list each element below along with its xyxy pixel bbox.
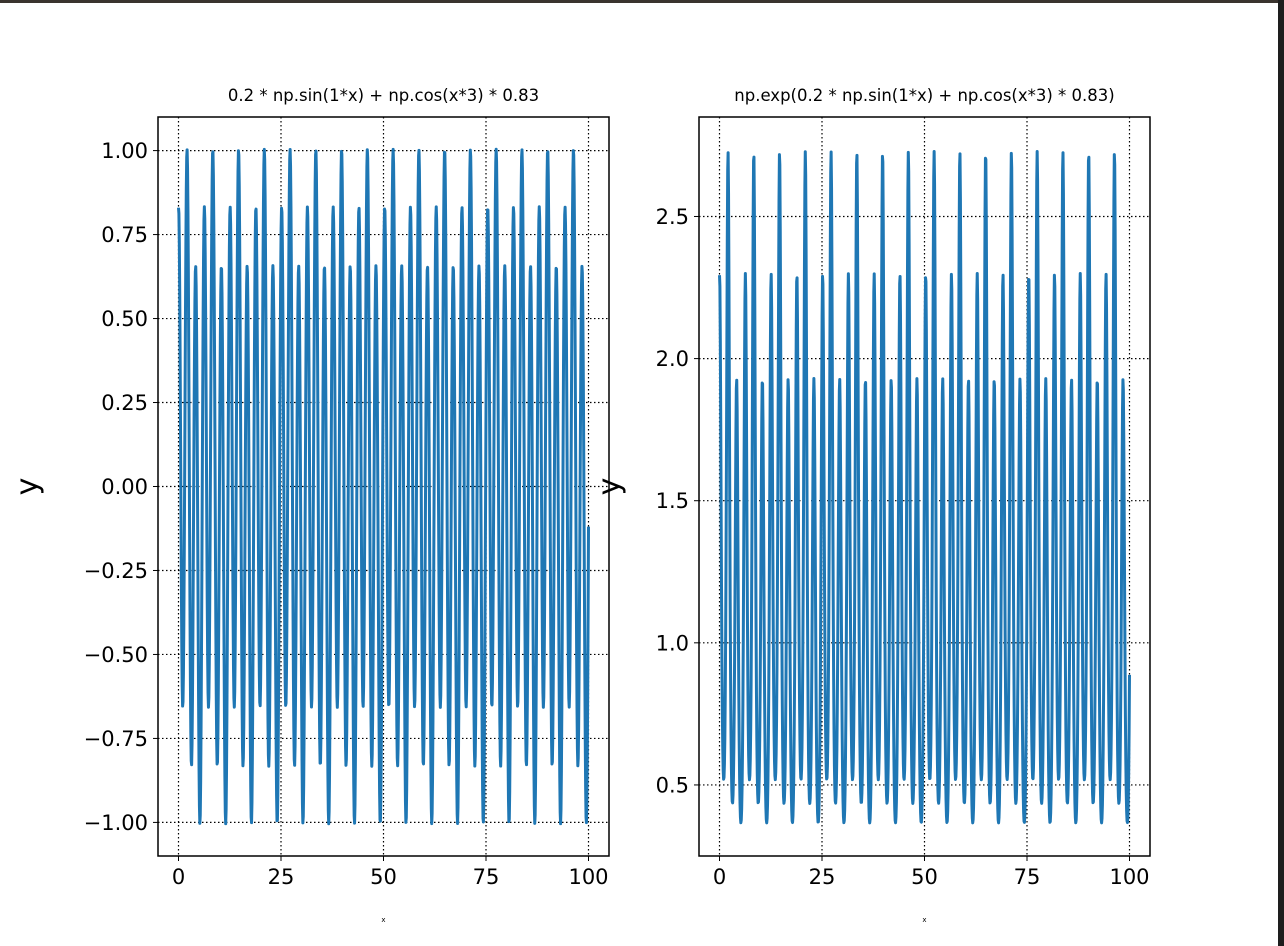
y-tick-label: 2.0 bbox=[656, 347, 689, 371]
y-tick-label: 2.5 bbox=[656, 205, 689, 229]
x-tick-label: 100 bbox=[1109, 865, 1149, 889]
y-tick-label: 0.75 bbox=[101, 223, 148, 247]
y-tick-label: −1.00 bbox=[84, 811, 148, 835]
x-tick-label: 75 bbox=[1014, 865, 1041, 889]
x-tick-label: 50 bbox=[370, 865, 397, 889]
x-tick-label: 100 bbox=[568, 865, 608, 889]
y-tick-label: 0.00 bbox=[101, 475, 148, 499]
subplot-title: np.exp(0.2 * np.sin(1*x) + np.cos(x*3) *… bbox=[734, 86, 1114, 105]
y-tick-label: 0.25 bbox=[101, 391, 148, 415]
x-tick-label: 0 bbox=[172, 865, 185, 889]
subplot-2: 0 25 50 75 100 0.5 1.0 1.5 2.0 2.5 np.exp(0.2 * np… bbox=[592, 86, 1151, 924]
y-tick-label: 1.0 bbox=[656, 631, 689, 655]
x-tick-label: 75 bbox=[473, 865, 500, 889]
window-top-border bbox=[0, 0, 1278, 3]
y-axis-label: y bbox=[592, 478, 627, 496]
x-tick-label: 50 bbox=[911, 865, 938, 889]
background-window-strip bbox=[1278, 0, 1284, 946]
y-tick-label: −0.75 bbox=[84, 727, 148, 751]
series-line bbox=[177, 147, 590, 826]
subplot-1: 0 25 50 75 100 −1.00 −0.75 −0.50 −0.25 0.00 0.25 0.… bbox=[10, 86, 610, 924]
y-axis-label: y bbox=[10, 478, 45, 496]
series-line bbox=[718, 149, 1131, 825]
x-axis-label: x bbox=[922, 916, 926, 924]
y-tick-label: −0.25 bbox=[84, 559, 148, 583]
axes-frame bbox=[698, 116, 1151, 857]
x-axis-label: x bbox=[381, 916, 385, 924]
y-tick-label: 1.5 bbox=[656, 489, 689, 513]
y-tick-label: −0.50 bbox=[84, 643, 148, 667]
x-tick-label: 0 bbox=[713, 865, 726, 889]
x-tick-label: 25 bbox=[268, 865, 295, 889]
axes-frame bbox=[157, 116, 610, 857]
y-tick-label: 1.00 bbox=[101, 139, 148, 163]
subplot-title: 0.2 * np.sin(1*x) + np.cos(x*3) * 0.83 bbox=[228, 86, 539, 105]
y-tick-label: 0.50 bbox=[101, 307, 148, 331]
x-tick-label: 25 bbox=[809, 865, 836, 889]
y-tick-label: 0.5 bbox=[656, 773, 689, 797]
